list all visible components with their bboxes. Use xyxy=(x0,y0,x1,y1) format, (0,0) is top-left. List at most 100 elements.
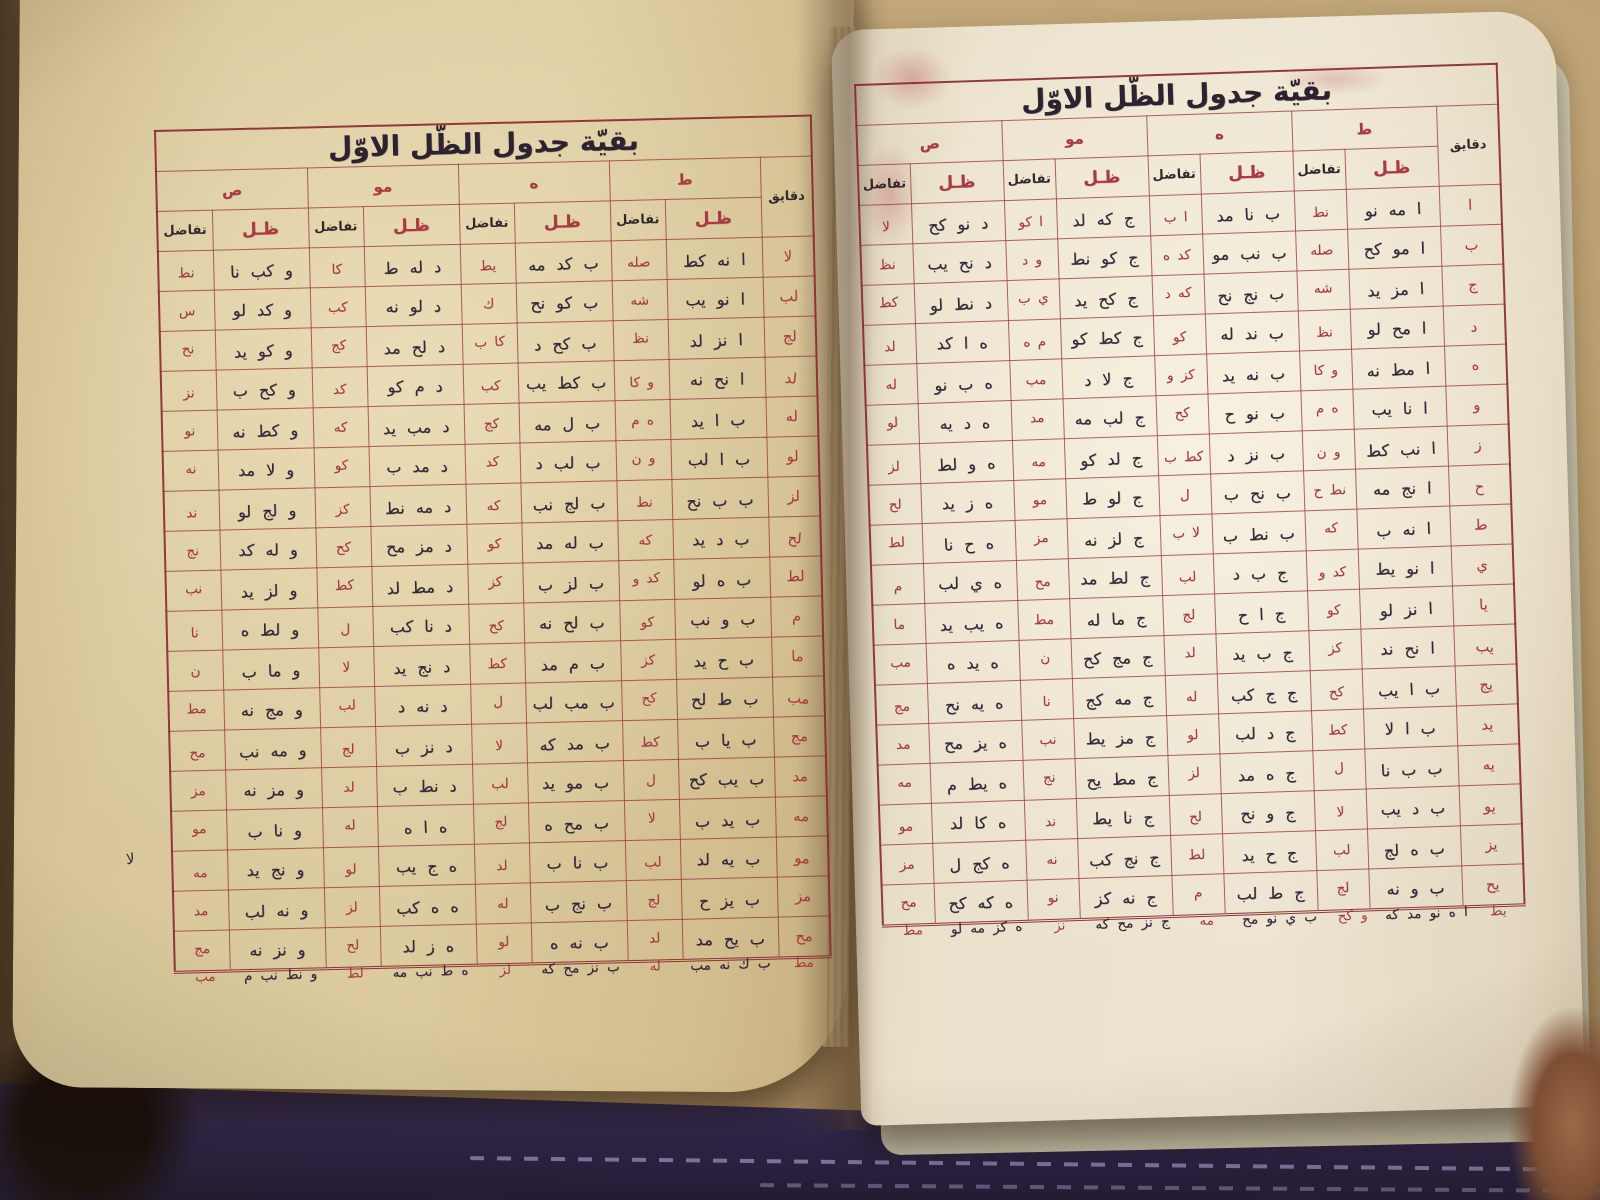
shadow-column-header: ظـل xyxy=(211,207,309,251)
shadow-value-cell: ب ل مه xyxy=(518,401,616,445)
shadow-value-cell: ب نج نح xyxy=(1203,271,1299,316)
shadow-column-header: ظـل xyxy=(909,160,1004,204)
shadow-value-cell: ج كط كو xyxy=(1060,316,1155,359)
difference-value-cell: لب xyxy=(318,684,376,727)
shadow-value-cell: و مه نب xyxy=(223,728,322,772)
difference-value-cell: ن xyxy=(167,650,224,692)
difference-value-cell: لا xyxy=(471,724,528,767)
difference-value-cell: نظ xyxy=(1297,311,1352,353)
shadow-value-cell: ب ند له xyxy=(1204,311,1299,354)
shadow-value-cell: ج كو نط xyxy=(1057,236,1152,279)
difference-value-cell: كز xyxy=(620,639,677,681)
overflow-cell: ه ط نب مه xyxy=(392,962,469,982)
overflow-cell: و نط نب م xyxy=(243,966,318,985)
shadow-value-cell: ه ب نو xyxy=(916,361,1011,406)
degree-group-label: مو xyxy=(1001,115,1148,161)
difference-value-cell: ا ب xyxy=(1148,196,1203,238)
difference-value-cell: ا كو xyxy=(1004,200,1058,243)
shadow-value-cell: و كح ب xyxy=(215,368,313,410)
overflow-cell: يط xyxy=(1489,902,1507,920)
shadow-value-cell: ب ا لا xyxy=(1363,706,1458,749)
difference-value-cell: لا xyxy=(318,646,375,688)
shadow-value-cell: ب يح مد xyxy=(681,917,779,960)
right-page-table-sheet: بقيّة جدول الظّل الاوّل دقايق ط ه مو ص ظـل ت… xyxy=(853,62,1526,940)
difference-value-cell: لط xyxy=(869,521,924,564)
difference-column-header: تفاضل xyxy=(1002,158,1056,201)
difference-value-cell: كز xyxy=(314,488,371,530)
difference-value-cell: لب xyxy=(1160,555,1215,598)
difference-value-cell: شه xyxy=(611,279,668,321)
degree-group-label: ط xyxy=(1291,106,1438,152)
shadow-value-cell: ه ج يب xyxy=(378,844,475,887)
shadow-value-cell: ه يب يد xyxy=(924,600,1019,646)
difference-value-cell: شه xyxy=(1296,266,1351,310)
difference-value-cell: كد xyxy=(311,368,368,410)
shadow-value-cell: ب مب لب xyxy=(525,681,622,723)
shadow-value-cell: ه ا كد xyxy=(915,320,1010,364)
minutes-cell: ا xyxy=(1438,184,1503,227)
difference-value-cell: لز xyxy=(866,445,921,488)
shadow-value-cell: ب كط يب xyxy=(517,361,615,403)
minutes-cell: لج xyxy=(763,316,817,358)
shadow-value-cell: ج نج كب xyxy=(1076,835,1172,881)
difference-value-cell: لد xyxy=(1163,631,1218,675)
difference-value-cell: نط ح xyxy=(1303,469,1357,511)
difference-value-cell: كح xyxy=(468,604,525,647)
minutes-cell: يب xyxy=(1452,624,1518,670)
shadow-value-cell: ا نز لد xyxy=(667,317,765,362)
shadow-value-cell: ب لج نب xyxy=(520,481,618,525)
difference-value-cell: مه xyxy=(171,852,228,894)
difference-value-cell: كح xyxy=(315,526,372,568)
difference-value-cell: كح xyxy=(1309,671,1364,713)
shadow-value-cell: د مط لد xyxy=(371,564,469,609)
shadow-value-cell: ب و نب xyxy=(674,597,771,639)
degree-group-label: ص xyxy=(155,167,308,212)
shadow-value-cell: ج و نح xyxy=(1220,791,1315,834)
shadow-value-cell: و لز يد xyxy=(220,568,318,612)
shadow-value-cell: ب يه لد xyxy=(680,837,777,879)
shadow-value-cell: ب نح ب xyxy=(1210,471,1305,514)
minutes-cell: لو xyxy=(766,435,820,478)
shadow-value-cell: ه ز يد xyxy=(920,480,1015,524)
difference-value-cell: كه xyxy=(1304,506,1358,550)
shadow-value-cell: د نط ب xyxy=(376,764,473,807)
difference-value-cell: كط xyxy=(861,281,916,324)
shadow-value-cell: ج مط يح xyxy=(1074,755,1170,801)
difference-value-cell: لو xyxy=(323,848,379,890)
shadow-value-cell: و نه لب xyxy=(227,888,326,932)
difference-value-cell: و ن xyxy=(615,436,672,480)
shadow-value-cell: د مب يد xyxy=(367,404,465,449)
minutes-cell: ي xyxy=(1450,543,1514,587)
shadow-value-cell: و مز نه xyxy=(225,768,322,810)
difference-value-cell: ند xyxy=(1023,800,1078,843)
minutes-cell: و xyxy=(1445,384,1509,427)
difference-value-cell: مب xyxy=(1009,358,1063,401)
shadow-value-cell: ه ه كب xyxy=(378,884,477,929)
overflow-cell: مب xyxy=(194,968,216,986)
shadow-value-cell: ا نح نه xyxy=(668,357,766,400)
difference-value-cell: مو xyxy=(1013,478,1067,521)
difference-value-cell: و كا xyxy=(613,361,670,403)
minutes-cell: مه xyxy=(774,795,828,838)
difference-value-cell: مد xyxy=(876,723,930,766)
overflow-cell: نز xyxy=(1053,917,1066,934)
difference-value-cell: كج xyxy=(463,403,520,445)
overflow-cell: مه xyxy=(1198,912,1214,930)
difference-value-cell: م xyxy=(1171,871,1226,915)
minutes-cell: مب xyxy=(771,676,827,721)
minutes-column-header: دقايق xyxy=(759,156,814,238)
difference-value-cell: مج xyxy=(173,927,231,971)
difference-value-cell: صله xyxy=(1295,229,1349,271)
minutes-cell: ز xyxy=(1446,424,1510,467)
difference-value-cell: كو xyxy=(313,444,370,487)
overflow-cell: و كح xyxy=(1337,907,1369,925)
minutes-cell: يد xyxy=(1455,703,1520,746)
difference-value-cell: نج xyxy=(164,530,221,572)
shadow-column-header: ظـل xyxy=(1344,146,1439,190)
difference-value-cell: مح xyxy=(1015,560,1070,603)
difference-value-cell: س xyxy=(158,290,215,332)
shadow-value-cell: ج نه كز xyxy=(1078,875,1173,920)
shadow-value-cell: و لط ه xyxy=(221,608,319,650)
difference-value-cell: مد xyxy=(1010,396,1065,439)
difference-value-cell: لز xyxy=(323,886,380,928)
